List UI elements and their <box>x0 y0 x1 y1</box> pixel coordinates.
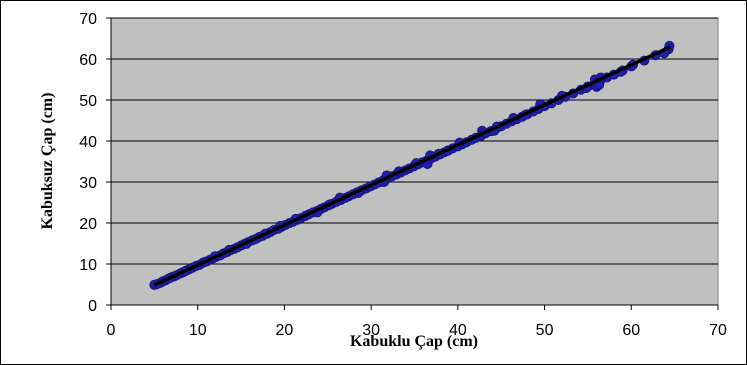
axes <box>110 18 718 306</box>
x-tick-label: 0 <box>107 322 116 339</box>
x-tick-label: 10 <box>189 322 207 339</box>
gridlines <box>111 17 718 265</box>
x-tick-label: 60 <box>622 322 640 339</box>
y-tick-labels: 0 10 20 30 40 50 60 70 <box>79 11 111 315</box>
x-axis-title: Kabuklu Çap (cm) <box>350 333 478 350</box>
y-tick-label: 30 <box>79 175 97 192</box>
y-tick-label: 0 <box>88 298 97 315</box>
y-tick-label: 40 <box>79 134 97 151</box>
x-tick-label: 20 <box>276 322 294 339</box>
y-tick-label: 60 <box>79 52 97 69</box>
y-tick-label: 10 <box>79 257 97 274</box>
y-tick-label: 50 <box>79 93 97 110</box>
trendline <box>153 45 672 287</box>
x-tick-label: 50 <box>536 322 554 339</box>
x-tick-label: 40 <box>449 322 467 339</box>
y-axis-title: Kabuksuz Çap (cm) <box>39 93 56 230</box>
x-tick-labels: 0 10 20 30 40 50 60 70 <box>107 305 727 339</box>
x-tick-label: 30 <box>362 322 380 339</box>
y-tick-label: 70 <box>79 11 97 28</box>
y-tick-label: 20 <box>79 216 97 233</box>
x-tick-label: 70 <box>709 322 727 339</box>
